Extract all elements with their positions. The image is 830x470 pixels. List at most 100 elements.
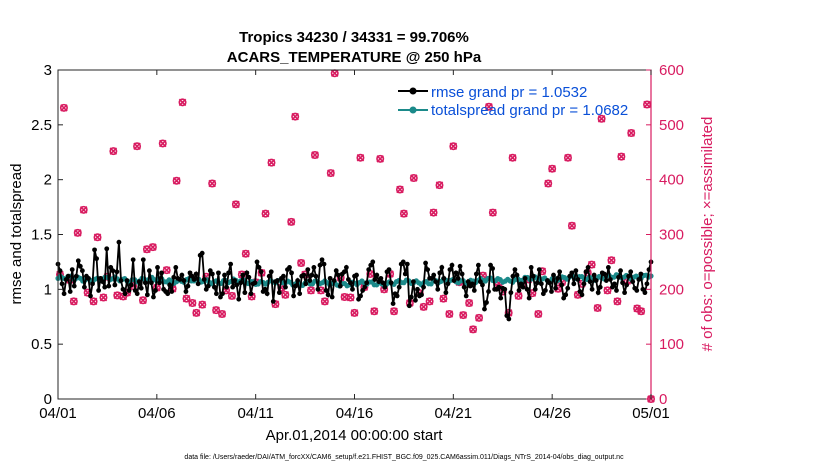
rmse-point: [463, 293, 469, 299]
rmse-point: [469, 281, 475, 287]
obs-marker: [267, 158, 276, 167]
rmse-point: [542, 288, 548, 293]
rmse-point: [553, 285, 558, 291]
obs-possible-point: [307, 286, 316, 295]
rmse-point: [453, 270, 459, 276]
obs-marker: [138, 296, 147, 305]
rmse-point: [372, 277, 378, 282]
obs-marker: [231, 200, 240, 209]
obs-possible-point: [158, 139, 167, 148]
rmse-point: [238, 280, 244, 286]
chart-title: Tropics 34230 / 34331 = 99.706%: [239, 29, 469, 46]
rmse-point: [264, 291, 270, 297]
obs-marker: [637, 307, 646, 316]
rmse-point: [333, 268, 339, 274]
rmse-point: [620, 280, 625, 286]
rmse-point: [404, 261, 410, 267]
rmse-point: [236, 296, 242, 302]
rmse-point: [191, 277, 197, 282]
rmse-point: [262, 286, 268, 292]
rmse-point: [307, 278, 313, 283]
obs-assimilated-point: [475, 314, 483, 322]
rmse-point: [258, 269, 264, 275]
obs-possible-point: [188, 299, 197, 308]
rmse-point: [130, 257, 136, 263]
obs-assimilated-point: [485, 102, 493, 111]
obs-marker: [297, 259, 306, 268]
obs-assimilated-point: [613, 297, 622, 306]
obs-possible-point: [59, 103, 68, 112]
rmse-point: [630, 279, 636, 285]
rmse-point: [82, 284, 87, 290]
rmse-point: [406, 303, 412, 309]
rmse-point: [220, 291, 225, 297]
rmse-point: [106, 283, 112, 289]
obs-marker: [607, 256, 616, 265]
rmse-point: [626, 273, 632, 279]
legend-spread-marker: [409, 106, 417, 114]
rmse-point: [112, 282, 118, 288]
rmse-point: [410, 279, 416, 285]
rmse-point: [96, 288, 102, 293]
obs-marker: [534, 310, 543, 319]
legend-spread-label: totalspread grand pr = 1.0682: [431, 102, 628, 119]
obs-possible-point: [469, 325, 478, 334]
rmse-point: [634, 288, 640, 293]
obs-marker: [218, 310, 227, 319]
obs-possible-point: [99, 293, 108, 302]
obs-marker: [281, 290, 290, 299]
obs-assimilated-point: [419, 303, 428, 311]
obs-marker: [409, 174, 418, 183]
obs-marker: [484, 102, 493, 111]
obs-assimilated-point: [544, 179, 552, 188]
obs-marker: [69, 297, 78, 306]
rmse-point: [423, 260, 428, 266]
rmse-point: [447, 267, 453, 272]
y-left-tick-label: 2: [44, 172, 52, 189]
obs-marker: [544, 179, 553, 188]
rmse-point: [67, 289, 73, 294]
obs-possible-point: [138, 296, 147, 305]
obs-marker: [627, 129, 636, 138]
rmse-point: [514, 272, 520, 278]
rmse-point: [232, 278, 238, 283]
obs-assimilated-point: [449, 142, 458, 150]
rmse-point: [323, 288, 329, 293]
rmse-point: [216, 270, 221, 276]
rmse-point: [177, 277, 183, 282]
rmse-point: [348, 280, 353, 286]
obs-possible-point: [475, 313, 484, 322]
obs-assimilated-point: [534, 310, 543, 318]
rmse-point: [65, 273, 71, 279]
obs-assimilated-point: [564, 153, 572, 162]
rmse-point: [597, 284, 603, 290]
obs-assimilated-point: [311, 151, 319, 159]
rmse-point: [79, 268, 85, 274]
rmse-point: [520, 284, 526, 290]
obs-marker: [567, 221, 576, 230]
rmse-point: [502, 286, 508, 292]
obs-possible-point: [425, 297, 434, 306]
obs-assimilated-point: [633, 304, 641, 313]
obs-assimilated-point: [346, 293, 355, 302]
obs-possible-point: [287, 217, 296, 226]
obs-assimilated-point: [109, 147, 118, 155]
obs-marker: [435, 181, 444, 190]
rmse-point: [581, 281, 587, 287]
obs-possible-point: [439, 294, 448, 303]
rmse-point: [350, 286, 355, 292]
chart-subtitle: ACARS_TEMPERATURE @ 250 hPa: [227, 49, 482, 66]
obs-assimilated-point: [465, 299, 473, 307]
rmse-point: [136, 279, 142, 285]
rmse-point: [522, 275, 528, 281]
obs-possible-point: [79, 205, 88, 214]
obs-assimilated-point: [548, 164, 556, 173]
obs-possible-point: [162, 266, 171, 275]
obs-assimilated-point: [435, 181, 444, 189]
obs-possible-point: [508, 153, 517, 162]
rmse-point: [433, 279, 439, 285]
rmse-point: [534, 280, 540, 286]
obs-possible-point: [395, 185, 404, 194]
obs-marker: [109, 147, 118, 156]
rmse-point: [270, 298, 276, 304]
